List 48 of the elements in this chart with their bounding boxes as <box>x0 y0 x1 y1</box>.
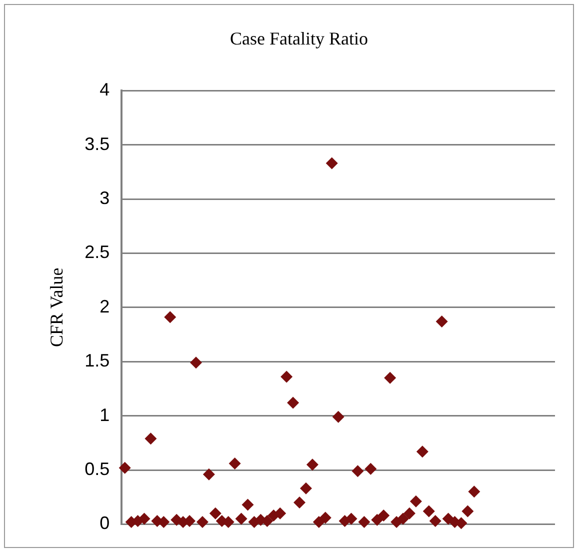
point <box>300 482 312 494</box>
point <box>364 462 377 475</box>
point <box>144 432 157 445</box>
point <box>196 516 208 528</box>
point <box>274 507 286 520</box>
point <box>436 315 448 328</box>
point <box>294 496 306 509</box>
y-tick-label: 0.5 <box>84 458 110 479</box>
y-tick-label: 1 <box>100 404 110 425</box>
y-tick-label: 4 <box>100 80 110 100</box>
point <box>396 512 409 525</box>
point <box>468 486 480 498</box>
point <box>410 495 422 508</box>
point <box>371 514 384 526</box>
point <box>164 311 176 324</box>
point <box>416 446 428 458</box>
point <box>312 516 325 528</box>
point <box>326 157 338 170</box>
point <box>228 457 241 470</box>
point <box>384 372 396 384</box>
point <box>306 458 318 471</box>
point <box>462 505 474 518</box>
point <box>190 356 202 369</box>
point <box>202 468 215 480</box>
point <box>209 507 222 520</box>
point <box>242 498 254 511</box>
point <box>345 512 358 525</box>
point <box>319 512 332 524</box>
y-tick-label: 2.5 <box>84 242 110 262</box>
point <box>118 462 131 474</box>
point <box>287 396 300 409</box>
chart-title: Case Fatality Ratio <box>230 28 368 49</box>
point <box>235 512 248 525</box>
point <box>138 512 150 525</box>
point <box>358 516 370 528</box>
y-tick-label: 0 <box>100 513 110 534</box>
point <box>378 510 390 522</box>
point <box>280 370 293 383</box>
point <box>332 410 344 423</box>
y-axis-title: CFR Value <box>46 268 67 347</box>
y-tick-label: 1.5 <box>84 350 110 371</box>
point <box>429 514 442 527</box>
point <box>352 465 364 478</box>
y-tick-label: 3 <box>100 188 110 208</box>
y-tick-label: 3.5 <box>84 134 110 154</box>
point <box>403 507 416 520</box>
point <box>422 505 435 518</box>
y-tick-label: 2 <box>100 296 110 316</box>
